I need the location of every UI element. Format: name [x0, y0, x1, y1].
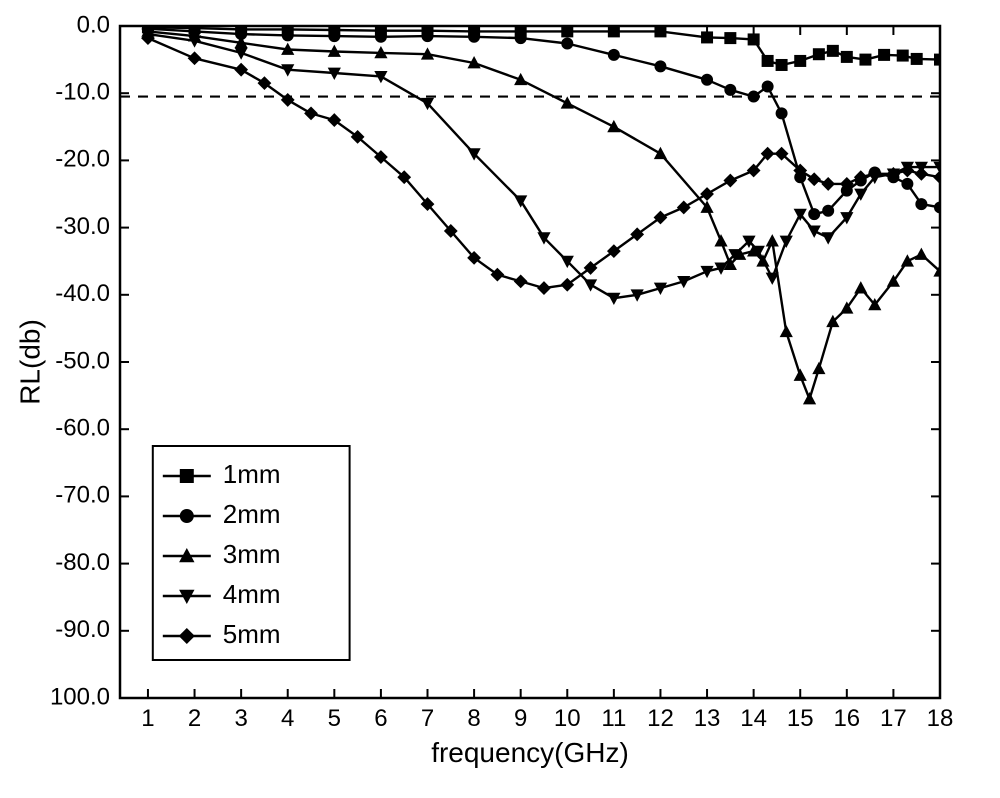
svg-text:3: 3 — [234, 705, 247, 732]
svg-text:3mm: 3mm — [223, 539, 281, 569]
svg-text:6: 6 — [374, 705, 387, 732]
svg-text:14: 14 — [740, 705, 767, 732]
svg-text:-70.0: -70.0 — [55, 482, 110, 509]
svg-text:2mm: 2mm — [223, 499, 281, 529]
svg-text:RL(db): RL(db) — [14, 319, 45, 405]
svg-text:5: 5 — [328, 705, 341, 732]
svg-text:-30.0: -30.0 — [55, 213, 110, 240]
svg-text:15: 15 — [787, 705, 814, 732]
svg-text:17: 17 — [880, 705, 907, 732]
svg-text:18: 18 — [927, 705, 954, 732]
svg-text:1: 1 — [141, 705, 154, 732]
svg-text:11: 11 — [601, 705, 626, 732]
rl-chart: 1234567891011121314151617180.0-10.0-20.0… — [0, 0, 1000, 798]
svg-text:2: 2 — [188, 705, 201, 732]
svg-text:9: 9 — [514, 705, 527, 732]
svg-text:13: 13 — [694, 705, 721, 732]
svg-text:4mm: 4mm — [223, 579, 281, 609]
svg-text:-80.0: -80.0 — [55, 549, 110, 576]
svg-text:12: 12 — [647, 705, 674, 732]
svg-text:10: 10 — [554, 705, 581, 732]
svg-text:-60.0: -60.0 — [55, 415, 110, 442]
svg-text:8: 8 — [467, 705, 480, 732]
svg-text:0.0: 0.0 — [77, 11, 110, 38]
svg-text:1mm: 1mm — [223, 459, 281, 489]
svg-text:4: 4 — [281, 705, 294, 732]
svg-text:-50.0: -50.0 — [55, 347, 110, 374]
svg-text:100.0: 100.0 — [50, 683, 110, 710]
svg-text:7: 7 — [421, 705, 434, 732]
svg-text:5mm: 5mm — [223, 619, 281, 649]
svg-text:-10.0: -10.0 — [55, 79, 110, 106]
svg-text:-40.0: -40.0 — [55, 280, 110, 307]
svg-text:frequency(GHz): frequency(GHz) — [431, 737, 629, 768]
svg-text:-90.0: -90.0 — [55, 616, 110, 643]
svg-text:16: 16 — [833, 705, 860, 732]
svg-text:-20.0: -20.0 — [55, 146, 110, 173]
